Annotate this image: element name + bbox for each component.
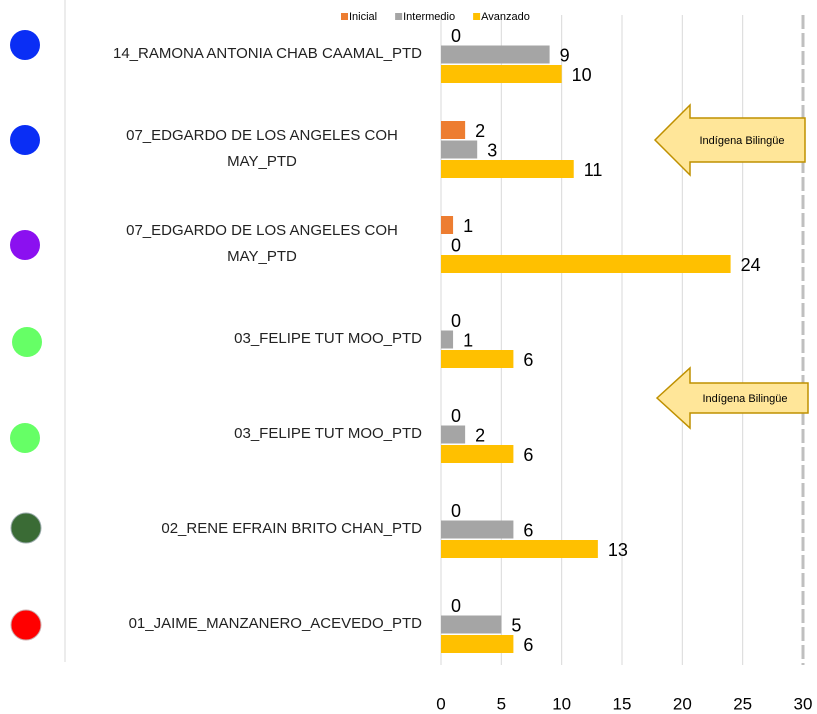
value-label: 24 (741, 255, 761, 275)
value-label: 0 (451, 501, 461, 521)
legend-swatch (341, 13, 348, 20)
x-tick-label: 30 (794, 694, 813, 713)
value-label: 3 (487, 140, 497, 160)
x-tick-label: 10 (552, 694, 571, 713)
x-tick-label: 20 (673, 694, 692, 713)
value-label: 6 (523, 635, 533, 655)
marker (10, 512, 42, 544)
value-label: 13 (608, 540, 628, 560)
value-label: 1 (463, 216, 473, 236)
value-label: 0 (451, 406, 461, 426)
category-box: 14_RAMONA ANTONIA CHAB CAAMAL_PTD (62, 45, 422, 80)
legend-label: Inicial (349, 11, 377, 23)
marker (10, 423, 40, 453)
bar (441, 65, 562, 83)
bar (441, 45, 550, 64)
marker (10, 609, 42, 641)
value-label: 1 (463, 330, 473, 350)
y-tick-label: 07_EDGARDO DE LOS ANGELES COH MAY_PTD (126, 127, 398, 170)
bar (441, 635, 514, 653)
category-box: 03_FELIPE TUT MOO_PTD (62, 425, 422, 460)
bar (441, 445, 514, 463)
value-label: 6 (523, 350, 533, 370)
value-label: 6 (523, 445, 533, 465)
value-label: 0 (451, 26, 461, 46)
value-label: 6 (523, 520, 533, 540)
marker (12, 327, 42, 357)
value-label: 0 (451, 311, 461, 331)
arrow (655, 366, 809, 430)
x-tick-label: 0 (436, 694, 445, 713)
bar (441, 350, 514, 368)
value-label: 5 (511, 615, 521, 635)
legend-swatch (473, 13, 481, 20)
category-box: 07_EDGARDO DE LOS ANGELES COH MAY_PTD (62, 127, 422, 201)
value-label: 2 (475, 121, 485, 141)
y-tick-label: 01_JAIME_MANZANERO_ACEVEDO_PTD (128, 615, 422, 632)
value-label: 0 (451, 235, 461, 255)
y-tick-label: 03_FELIPE TUT MOO_PTD (234, 330, 422, 347)
bar (441, 330, 454, 349)
value-label: 0 (451, 596, 461, 616)
bar (441, 520, 514, 539)
annotation: Indígena Bilingüe (699, 135, 784, 147)
y-tick-label: 02_RENE EFRAIN BRITO CHAN_PTD (161, 520, 422, 537)
value-label: 10 (572, 65, 592, 85)
bar (441, 121, 466, 139)
legend-label: Avanzado (481, 11, 530, 23)
category-box: 02_RENE EFRAIN BRITO CHAN_PTD (62, 520, 422, 555)
bar (441, 216, 454, 234)
x-tick-label: 15 (613, 694, 632, 713)
legend-label: Intermedio (403, 11, 455, 23)
category-box: 03_FELIPE TUT MOO_PTD (62, 330, 422, 365)
arrow (653, 103, 806, 177)
y-tick-label: 14_RAMONA ANTONIA CHAB CAAMAL_PTD (113, 45, 422, 62)
annotation: Indígena Bilingüe (702, 393, 787, 405)
bar (441, 425, 466, 444)
value-label: 11 (584, 160, 603, 180)
marker (10, 230, 40, 260)
bar (441, 615, 502, 634)
annotations: Indígena Bilingüe Indígena Bilingüe (653, 103, 809, 430)
x-tick-label: 5 (497, 694, 506, 713)
category-box: 07_EDGARDO DE LOS ANGELES COH MAY_PTD (62, 222, 422, 296)
bar (441, 540, 598, 558)
y-tick-label: 07_EDGARDO DE LOS ANGELES COH MAY_PTD (126, 222, 398, 265)
marker (10, 125, 40, 155)
legend-swatch (395, 13, 403, 20)
x-tick-label: 25 (733, 694, 752, 713)
bar (441, 140, 478, 159)
value-label: 2 (475, 425, 485, 445)
bar (441, 255, 731, 273)
marker (10, 30, 40, 60)
y-tick-label: 03_FELIPE TUT MOO_PTD (234, 425, 422, 442)
bar (441, 160, 574, 178)
category-box: 01_JAIME_MANZANERO_ACEVEDO_PTD (62, 615, 422, 650)
value-label: 9 (560, 45, 570, 65)
